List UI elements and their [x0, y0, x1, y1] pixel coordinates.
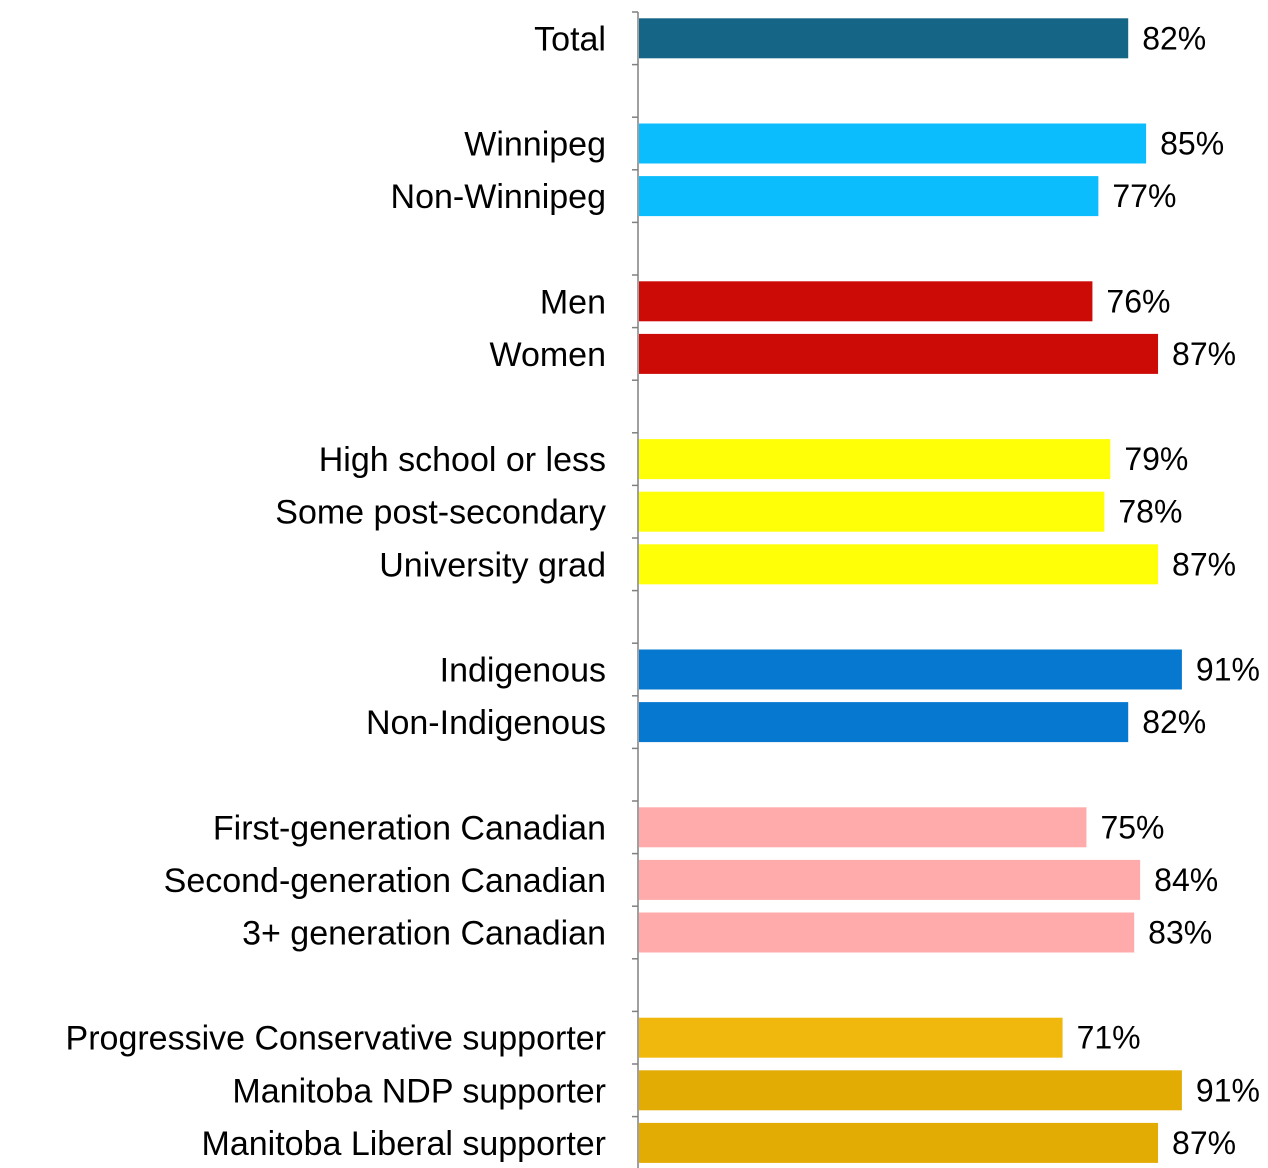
bar: [639, 649, 1182, 690]
bar: [639, 702, 1129, 743]
data-label: 82%: [1142, 20, 1206, 56]
category-label: Women: [489, 336, 606, 374]
bar: [639, 807, 1087, 848]
data-label: 78%: [1118, 494, 1182, 530]
bar: [639, 859, 1141, 900]
category-label: Men: [540, 283, 606, 321]
bars: [639, 18, 1182, 1163]
data-label: 87%: [1172, 546, 1236, 582]
category-label: First-generation Canadian: [213, 809, 606, 847]
data-label: 71%: [1077, 1020, 1141, 1056]
category-labels: Total Winnipeg Non-Winnipeg Men Women High sc…: [66, 20, 606, 1163]
data-label: 87%: [1172, 336, 1236, 372]
bar: [639, 123, 1147, 164]
category-label: Second-generation Canadian: [164, 862, 606, 900]
data-label: 87%: [1172, 1125, 1236, 1161]
data-label: 82%: [1142, 704, 1206, 740]
data-label: 91%: [1196, 652, 1260, 688]
category-label: Manitoba NDP supporter: [232, 1072, 606, 1110]
bar: [639, 18, 1129, 59]
data-label: 75%: [1100, 809, 1164, 845]
bar: [639, 1122, 1159, 1163]
bar: [639, 1017, 1063, 1058]
data-label: 77%: [1112, 178, 1176, 214]
bar: [639, 281, 1093, 322]
category-label: High school or less: [319, 441, 606, 479]
bar: [639, 544, 1159, 585]
data-label: 79%: [1124, 441, 1188, 477]
data-label: 85%: [1160, 126, 1224, 162]
bar: [639, 1070, 1182, 1111]
category-label: Non-Winnipeg: [391, 178, 606, 216]
category-label: Manitoba Liberal supporter: [202, 1125, 606, 1163]
category-label: Some post-secondary: [275, 494, 606, 532]
category-label: Progressive Conservative supporter: [66, 1020, 606, 1058]
bar: [639, 491, 1105, 532]
data-label: 84%: [1154, 862, 1218, 898]
category-label: Winnipeg: [464, 126, 606, 164]
bar: [639, 176, 1099, 217]
bar: [639, 439, 1111, 480]
data-label: 76%: [1106, 283, 1170, 319]
category-label: 3+ generation Canadian: [242, 915, 606, 953]
category-label: Indigenous: [440, 652, 606, 690]
data-labels: 82%85%77%76%87%79%78%87%91%82%75%84%83%7…: [1077, 20, 1260, 1161]
axis-ticks: [632, 11, 638, 1118]
category-label: Total: [534, 20, 606, 58]
category-label: University grad: [379, 546, 606, 584]
data-label: 83%: [1148, 915, 1212, 951]
bar: [639, 912, 1135, 953]
category-label: Non-Indigenous: [366, 704, 606, 742]
data-label: 91%: [1196, 1072, 1260, 1108]
bar: [639, 333, 1159, 374]
